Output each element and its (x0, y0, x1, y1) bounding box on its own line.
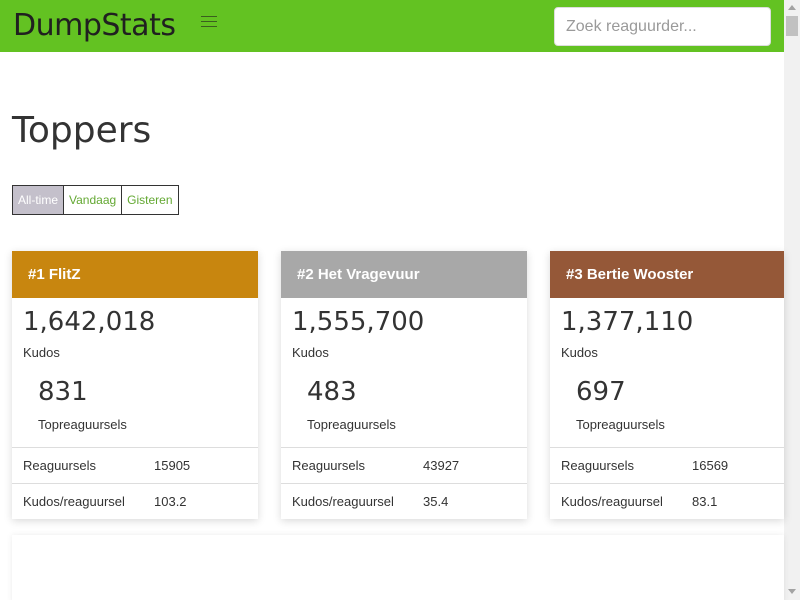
period-filter-group: All-time Vandaag Gisteren (12, 185, 179, 215)
stat-label: Kudos/reaguursel (292, 494, 394, 509)
table-row: Reaguursels 43927 (281, 447, 527, 483)
top-count-value: 831 (38, 377, 88, 407)
stat-value: 43927 (423, 458, 460, 473)
stat-value: 15905 (154, 458, 191, 473)
topper-card-2: #2 Het Vragevuur 1,555,700 Kudos 483 Top… (281, 251, 527, 519)
table-row: Kudos/reaguursel 83.1 (550, 483, 784, 519)
page-title: Toppers (12, 110, 152, 151)
stat-value: 83.1 (692, 494, 718, 509)
card-title[interactable]: #1 FlitZ (12, 251, 258, 298)
topper-card-3: #3 Bertie Wooster 1,377,110 Kudos 697 To… (550, 251, 784, 519)
page-scrollbar[interactable] (784, 0, 800, 600)
stat-label: Kudos/reaguursel (23, 494, 125, 509)
card-title[interactable]: #3 Bertie Wooster (550, 251, 784, 298)
stat-value: 103.2 (154, 494, 187, 509)
table-row: Reaguursels 16569 (550, 447, 784, 483)
scroll-down-icon[interactable] (788, 589, 796, 594)
table-row: Kudos/reaguursel 35.4 (281, 483, 527, 519)
scrollbar-thumb[interactable] (786, 16, 798, 36)
kudos-label: Kudos (23, 345, 60, 360)
stat-label: Kudos/reaguursel (561, 494, 663, 509)
top-navbar: DumpStats (0, 0, 784, 52)
table-row: Kudos/reaguursel 103.2 (12, 483, 258, 519)
stats-table: Reaguursels 15905 Kudos/reaguursel 103.2 (12, 447, 258, 519)
table-row: Reaguursels 15905 (12, 447, 258, 483)
top-count-label: Topreaguursels (38, 417, 127, 432)
kudos-label: Kudos (561, 345, 598, 360)
top-count-label: Topreaguursels (576, 417, 665, 432)
menu-toggle-icon[interactable] (201, 16, 217, 32)
stats-table: Reaguursels 16569 Kudos/reaguursel 83.1 (550, 447, 784, 519)
top-count-value: 697 (576, 377, 626, 407)
card-title[interactable]: #2 Het Vragevuur (281, 251, 527, 298)
brand-logo[interactable]: DumpStats (13, 8, 176, 43)
content-panel (12, 535, 784, 600)
filter-gisteren[interactable]: Gisteren (122, 186, 178, 214)
filter-vandaag[interactable]: Vandaag (64, 186, 123, 214)
stat-label: Reaguursels (292, 458, 365, 473)
scroll-up-icon[interactable] (788, 5, 796, 10)
filter-all-time[interactable]: All-time (13, 186, 65, 214)
kudos-value: 1,642,018 (23, 307, 156, 337)
kudos-value: 1,555,700 (292, 307, 425, 337)
stat-label: Reaguursels (561, 458, 634, 473)
kudos-value: 1,377,110 (561, 307, 694, 337)
stat-value: 35.4 (423, 494, 449, 509)
topper-card-1: #1 FlitZ 1,642,018 Kudos 831 Topreaguurs… (12, 251, 258, 519)
search-input[interactable] (554, 7, 771, 46)
top-count-value: 483 (307, 377, 357, 407)
stat-label: Reaguursels (23, 458, 96, 473)
stat-value: 16569 (692, 458, 729, 473)
kudos-label: Kudos (292, 345, 329, 360)
stats-table: Reaguursels 43927 Kudos/reaguursel 35.4 (281, 447, 527, 519)
top-count-label: Topreaguursels (307, 417, 396, 432)
